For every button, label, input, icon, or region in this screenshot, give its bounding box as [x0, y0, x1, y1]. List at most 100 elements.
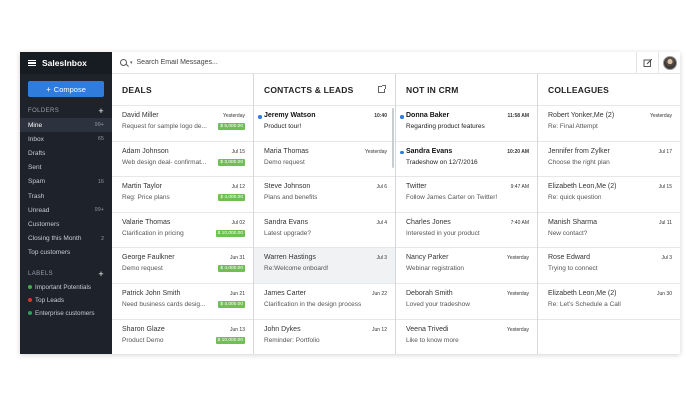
card-subject: Demo request: [264, 158, 305, 166]
brand-bar: SalesInbox: [20, 52, 112, 74]
card-sender: Martin Taylor: [122, 183, 162, 191]
deal-card[interactable]: Martin Taylor Jul 12 Reg: Price plans $ 4,0…: [112, 177, 253, 213]
sidebar-item-trash[interactable]: Trash: [20, 189, 112, 203]
email-card[interactable]: Veena Trivedi Yesterday Like to know more: [396, 320, 537, 354]
chevron-down-icon[interactable]: ▾: [130, 59, 133, 66]
sidebar-item-inbox[interactable]: Inbox 65: [20, 132, 112, 146]
email-card[interactable]: Donna Baker 11:58 AM Regarding product fea…: [396, 106, 537, 142]
column-header: CONTACTS & LEADS: [254, 74, 395, 106]
column-not-in-crm: NOT IN CRM Donna Baker 11:58 AM Regarding …: [396, 74, 538, 354]
deal-card[interactable]: Sharon Glaze Jun 13 Product Demo $ 10,000.0…: [112, 320, 253, 354]
card-time: Yesterday: [649, 113, 672, 119]
compose-button[interactable]: + Compose: [28, 81, 104, 97]
sidebar-item-count: 65: [97, 136, 104, 143]
deal-amount-badge: $ 4,000.00: [218, 300, 245, 308]
card-subject: Reg: Price plans: [122, 194, 170, 202]
card-subject: Product Demo: [122, 336, 164, 344]
kanban-columns: DEALS David Miller Yesterday Request for s…: [112, 74, 680, 354]
card-subject: Need business cards desig...: [122, 300, 206, 308]
sidebar-item-closing-this-month[interactable]: Closing this Month 2: [20, 232, 112, 246]
new-message-icon[interactable]: [636, 52, 658, 74]
contact-card[interactable]: John Dykes Jun 12 Reminder: Portfolio: [254, 320, 395, 354]
card-subject: Regarding product features: [406, 123, 485, 130]
sidebar-item-top-customers[interactable]: Top customers: [20, 246, 112, 260]
card-sender: Twitter: [406, 183, 427, 191]
contact-card[interactable]: Maria Thomas Yesterday Demo request: [254, 142, 395, 178]
expand-icon[interactable]: [378, 85, 386, 93]
contact-card[interactable]: Sandra Evans Jul 4 Latest upgrade?: [254, 213, 395, 249]
card-sender: Adam Johnson: [122, 147, 169, 155]
label-item-text: Enterprise customers: [35, 309, 95, 317]
deal-card[interactable]: Adam Johnson Jul 15 Web design deal- confi…: [112, 142, 253, 178]
email-card[interactable]: Nancy Parker Yesterday Webinar registratio…: [396, 248, 537, 284]
card-sender: Charles Jones: [406, 218, 451, 226]
deal-card[interactable]: David Miller Yesterday Request for sample …: [112, 106, 253, 142]
label-item-top-leads[interactable]: Top Leads: [20, 294, 112, 307]
card-time: Yesterday: [222, 113, 245, 119]
card-time: Jul 6: [376, 184, 387, 191]
column-title: COLLEAGUES: [548, 84, 610, 95]
sidebar-item-label: Sent: [28, 164, 42, 172]
email-card[interactable]: Twitter 9:47 AM Follow James Carter on Twi…: [396, 177, 537, 213]
email-card[interactable]: Manish Sharma Jul 11 New contact?: [538, 213, 680, 249]
contact-card[interactable]: Jeremy Watson 10:40 Product tour!: [254, 106, 395, 142]
email-card[interactable]: Elizabeth Leon,Me (2) Jul 15 Re: quick que…: [538, 177, 680, 213]
label-item-important-potentials[interactable]: Important Potentials: [20, 281, 112, 294]
avatar[interactable]: [658, 52, 680, 74]
sidebar-item-spam[interactable]: Spam 16: [20, 175, 112, 189]
sidebar-item-label: Mine: [28, 121, 43, 129]
card-subject: Re: Final Attempt: [548, 123, 598, 130]
column-scrollbar[interactable]: [392, 108, 394, 168]
column-deals: DEALS David Miller Yesterday Request for s…: [112, 74, 254, 354]
contact-card[interactable]: Warren Hastings Jul 3 Re:Welcome onboard!: [254, 248, 395, 284]
column-colleagues: COLLEAGUES Robert Yonker,Me (2) Yesterday…: [538, 74, 680, 354]
deal-card[interactable]: Valarie Thomas Jul 02 Clarification in pri…: [112, 213, 253, 249]
email-card[interactable]: Deborah Smith Yesterday Loved your tradesh…: [396, 284, 537, 320]
deal-card[interactable]: Patrick John Smith Jun 21 Need business ca…: [112, 284, 253, 320]
search-icon[interactable]: [120, 59, 127, 66]
card-time: 10:40: [374, 113, 387, 119]
email-card[interactable]: Rose Edward Jul 3 Trying to connect: [538, 248, 680, 284]
add-label-icon[interactable]: +: [98, 268, 104, 279]
top-bar: ▾: [112, 52, 680, 74]
app-logo: SalesInbox: [42, 58, 87, 68]
sidebar-item-count: 16: [97, 178, 104, 185]
email-card[interactable]: Robert Yonker,Me (2) Yesterday Re: Final A…: [538, 106, 680, 142]
card-subject: Plans and benefits: [264, 194, 318, 202]
label-item-enterprise-customers[interactable]: Enterprise customers: [20, 307, 112, 320]
add-folder-icon[interactable]: +: [98, 106, 104, 116]
card-time: Yesterday: [506, 326, 529, 333]
card-subject: Re: quick question: [548, 194, 602, 202]
label-color-dot: [28, 285, 32, 290]
sidebar-item-sent[interactable]: Sent: [20, 161, 112, 175]
sidebar-item-drafts[interactable]: Drafts: [20, 146, 112, 160]
deal-card[interactable]: George Faulkner Jun 31 Demo request $ 4,000…: [112, 248, 253, 284]
card-sender: Rose Edward: [548, 254, 591, 262]
card-sender: Jennifer from Zylker: [548, 147, 610, 155]
sidebar-item-label: Customers: [28, 220, 60, 228]
card-time: Jul 15: [231, 148, 245, 155]
email-card[interactable]: Charles Jones 7:40 AM Interested in your p…: [396, 213, 537, 249]
sidebar-item-mine[interactable]: Mine 99+: [20, 118, 112, 133]
sidebar-item-unread[interactable]: Unread 99+: [20, 203, 112, 217]
email-card[interactable]: Sandra Evans 10:20 AM Tradeshow on 12/7/20…: [396, 142, 537, 178]
sidebar-item-label: Unread: [28, 206, 50, 214]
card-subject: Product tour!: [264, 123, 302, 130]
sidebar-item-customers[interactable]: Customers: [20, 217, 112, 231]
contact-card[interactable]: Steve Johnson Jul 6 Plans and benefits: [254, 177, 395, 213]
card-time: Jun 22: [371, 290, 387, 297]
column-header: DEALS: [112, 74, 253, 106]
email-card[interactable]: Jennifer from Zylker Jul 17 Choose the rig…: [538, 142, 680, 178]
menu-icon[interactable]: [28, 59, 36, 67]
label-color-dot: [28, 298, 32, 303]
card-time: Jul 4: [376, 219, 387, 226]
deal-amount-badge: $ 5,000.00: [218, 123, 245, 130]
deal-amount-badge: $ 3,000.00: [218, 158, 245, 166]
card-subject: New contact?: [548, 229, 588, 237]
labels-heading-label: LABELS: [28, 270, 54, 277]
search-input[interactable]: [136, 59, 617, 66]
email-card[interactable]: Elizabeth Leon,Me (2) Jun 30 Re: Let's Sch…: [538, 284, 680, 320]
unread-dot-icon: [400, 115, 404, 119]
contact-card[interactable]: James Carter Jun 22 Clarification in the d…: [254, 284, 395, 320]
top-bar-actions: [636, 52, 680, 74]
